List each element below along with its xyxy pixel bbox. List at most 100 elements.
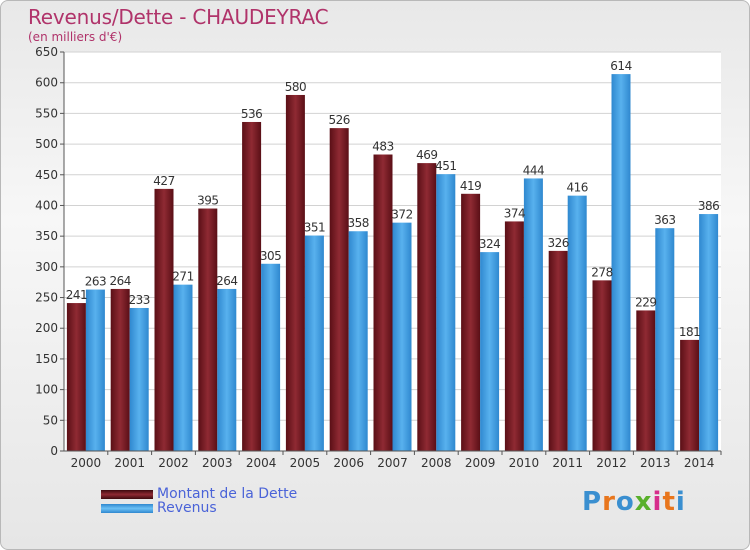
data-label: 427 (153, 174, 174, 188)
data-label: 372 (391, 208, 412, 222)
y-tick-label: 100 (35, 383, 58, 397)
bar-dette-2009 (461, 193, 481, 451)
y-tick-label: 350 (35, 229, 58, 243)
x-tick-label: 2004 (246, 456, 277, 470)
legend-item-dette: Montant de la Dette (101, 487, 297, 501)
logo-letter: i (652, 487, 663, 517)
x-tick-label: 2008 (421, 456, 452, 470)
logo-letter: i (675, 487, 686, 517)
bar-revenus-2004 (261, 263, 281, 451)
data-label: 363 (654, 213, 675, 227)
data-label: 233 (128, 293, 149, 307)
y-tick-label: 250 (35, 291, 58, 305)
bar-dette-2000 (66, 303, 86, 451)
bar-dette-2014 (680, 339, 700, 451)
y-tick-label: 0 (50, 444, 58, 458)
data-label: 326 (547, 236, 568, 250)
bar-revenus-2000 (85, 289, 105, 451)
data-label: 536 (241, 107, 262, 121)
data-label: 451 (435, 159, 456, 173)
data-label: 416 (566, 181, 587, 195)
data-label: 469 (416, 148, 437, 162)
x-tick-label: 2002 (158, 456, 189, 470)
x-tick-label: 2007 (377, 456, 408, 470)
y-tick-label: 50 (43, 413, 58, 427)
y-tick-label: 650 (35, 45, 58, 59)
legend-label-dette: Montant de la Dette (157, 486, 298, 502)
data-label: 324 (479, 237, 500, 251)
proxiti-logo: Proxiti (582, 487, 686, 517)
bar-dette-2002 (154, 188, 174, 451)
x-tick-label: 2000 (71, 456, 102, 470)
bar-dette-2010 (504, 221, 524, 451)
data-label: 419 (460, 179, 481, 193)
data-label: 374 (504, 206, 525, 220)
bar-revenus-2007 (392, 222, 412, 451)
legend-item-revenus: Revenus (101, 501, 297, 515)
bar-revenus-2013 (655, 228, 675, 451)
y-tick-label: 200 (35, 321, 58, 335)
data-label: 305 (260, 249, 281, 263)
legend-swatch-revenus (101, 503, 153, 513)
x-tick-label: 2001 (114, 456, 145, 470)
x-tick-label: 2011 (552, 456, 583, 470)
x-tick-label: 2005 (290, 456, 321, 470)
y-tick-label: 550 (35, 106, 58, 120)
data-label: 386 (698, 199, 719, 213)
data-label: 351 (304, 221, 325, 235)
bar-dette-2006 (329, 128, 349, 451)
logo-letter: r (602, 487, 616, 517)
bar-revenus-2012 (611, 74, 631, 452)
bar-revenus-2001 (129, 307, 149, 451)
logo-letter: x (634, 487, 653, 517)
logo-letter: o (615, 487, 635, 517)
bar-dette-2003 (198, 208, 218, 451)
data-label: 358 (347, 216, 368, 230)
x-tick-label: 2006 (333, 456, 364, 470)
data-label: 395 (197, 194, 218, 208)
y-tick-label: 300 (35, 260, 58, 274)
y-tick-label: 150 (35, 352, 58, 366)
x-tick-label: 2013 (640, 456, 671, 470)
legend-label-revenus: Revenus (157, 500, 217, 516)
x-tick-label: 2009 (465, 456, 496, 470)
data-label: 271 (172, 270, 193, 284)
data-label: 264 (216, 274, 237, 288)
x-tick-label: 2014 (684, 456, 715, 470)
chart-subtitle: (en milliers d'€) (28, 30, 123, 44)
x-tick-label: 2003 (202, 456, 233, 470)
bar-revenus-2014 (699, 214, 719, 451)
data-label: 263 (85, 275, 106, 289)
data-label: 444 (523, 163, 544, 177)
logo-letter: P (582, 487, 603, 517)
bar-dette-2007 (373, 154, 393, 451)
y-axis: 0 50 100 150 200 250 300 350 400 450 500 550 600 650 (35, 45, 65, 458)
bar-revenus-2009 (480, 252, 500, 451)
y-tick-label: 450 (35, 168, 58, 182)
bar-revenus-2002 (173, 284, 193, 451)
y-tick-label: 400 (35, 198, 58, 212)
y-tick-label: 600 (35, 76, 58, 90)
bar-revenus-2005 (304, 235, 324, 451)
y-tick-label: 500 (35, 137, 58, 151)
chart-title: Revenus/Dette - CHAUDEYRAC (28, 5, 329, 29)
legend: Montant de la Dette Revenus (101, 487, 297, 515)
bar-dette-2008 (417, 163, 437, 452)
data-label: 614 (610, 59, 631, 73)
data-label: 483 (372, 140, 393, 154)
bar-dette-2013 (636, 310, 656, 451)
data-label: 264 (109, 274, 130, 288)
data-label: 181 (679, 325, 700, 339)
bar-revenus-2006 (348, 231, 368, 451)
bar-revenus-2010 (523, 178, 543, 451)
bar-dette-2001 (110, 288, 130, 451)
bar-dette-2005 (285, 94, 305, 451)
bar-dette-2011 (548, 250, 568, 451)
bar-dette-2012 (592, 280, 612, 451)
x-tick-label: 2010 (509, 456, 540, 470)
legend-swatch-dette (101, 489, 153, 499)
x-tick-label: 2012 (596, 456, 627, 470)
bar-dette-2004 (242, 121, 262, 452)
logo-letter: t (662, 487, 676, 517)
